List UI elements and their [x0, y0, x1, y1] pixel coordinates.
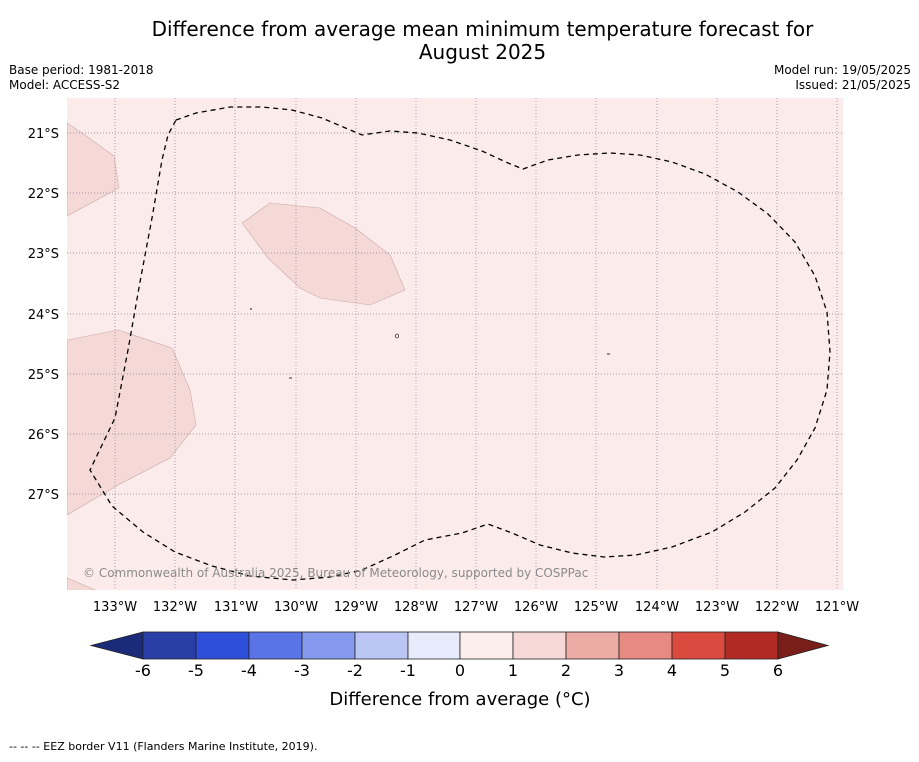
- lat-label: 27°S: [28, 488, 59, 503]
- colorbar-bin: [195, 631, 250, 660]
- lon-label: 125°W: [574, 600, 618, 615]
- lon-label: 130°W: [274, 600, 318, 615]
- meta-right: Model run: 19/05/2025 Issued: 21/05/2025: [774, 63, 911, 93]
- colorbar-bin: [724, 631, 779, 660]
- colorbar-extend-low: [89, 631, 144, 660]
- colorbar-tick-label: 5: [720, 661, 730, 680]
- lat-label: 24°S: [28, 308, 59, 323]
- model-name: Model: ACCESS-S2: [9, 78, 121, 92]
- colorbar-tick-label: -3: [294, 661, 310, 680]
- base-period: Base period: 1981-2018: [9, 63, 154, 77]
- colorbar: [89, 631, 830, 660]
- colorbar-bin: [671, 631, 726, 660]
- lon-label: 131°W: [214, 600, 258, 615]
- colorbar-tick-label: 3: [614, 661, 624, 680]
- lon-label: 128°W: [394, 600, 438, 615]
- colorbar-bin: [142, 631, 197, 660]
- anomaly-patch: [67, 577, 97, 590]
- lon-label: 123°W: [695, 600, 739, 615]
- colorbar-bin: [354, 631, 409, 660]
- colorbar-bin: [565, 631, 620, 660]
- lat-label: 21°S: [28, 127, 59, 142]
- lon-label: 126°W: [514, 600, 558, 615]
- lon-label: 132°W: [153, 600, 197, 615]
- map-title: Difference from average mean minimum tem…: [60, 18, 905, 64]
- colorbar-tick-label: 4: [667, 661, 677, 680]
- lon-label: 133°W: [93, 600, 137, 615]
- colorbar-tick-label: -1: [400, 661, 416, 680]
- colorbar-tick-label: 6: [773, 661, 783, 680]
- lat-label: 26°S: [28, 428, 59, 443]
- anomaly-patch: [241, 202, 406, 306]
- meta-left: Base period: 1981-2018 Model: ACCESS-S2: [9, 63, 154, 93]
- lat-label: 22°S: [28, 187, 59, 202]
- colorbar-bin: [512, 631, 567, 660]
- colorbar-bin: [407, 631, 461, 660]
- lon-label: 129°W: [334, 600, 378, 615]
- eez-footnote: -- -- -- EEZ border V11 (Flanders Marine…: [9, 740, 318, 753]
- colorbar-tick-label: 2: [561, 661, 571, 680]
- title-line-2: August 2025: [418, 40, 547, 64]
- lat-label: 25°S: [28, 368, 59, 383]
- island-marker: [394, 333, 399, 339]
- colorbar-tick-label: 0: [455, 661, 465, 680]
- issued-date: Issued: 21/05/2025: [795, 78, 911, 92]
- colorbar-tick-label: -5: [188, 661, 204, 680]
- colorbar-extend-high: [777, 631, 830, 660]
- colorbar-tick-label: -6: [135, 661, 151, 680]
- colorbar-tick-label: -4: [241, 661, 257, 680]
- colorbar-tick-label: 1: [508, 661, 518, 680]
- lon-label: 121°W: [815, 600, 859, 615]
- map-area: [67, 98, 843, 590]
- colorbar-tick-label: -2: [347, 661, 363, 680]
- model-run: Model run: 19/05/2025: [773, 63, 911, 77]
- colorbar-bin: [248, 631, 303, 660]
- island-marker: [250, 308, 252, 310]
- colorbar-label: Difference from average (°C): [329, 689, 590, 710]
- lon-label: 127°W: [454, 600, 498, 615]
- colorbar-bin: [618, 631, 673, 660]
- copyright-text: © Commonwealth of Australia 2025, Bureau…: [83, 566, 588, 580]
- anomaly-patch: [67, 329, 197, 516]
- eez-border: [89, 106, 831, 581]
- title-line-1: Difference from average mean minimum tem…: [151, 17, 814, 41]
- lat-label: 23°S: [28, 247, 59, 262]
- lon-label: 124°W: [635, 600, 679, 615]
- colorbar-bin: [301, 631, 356, 660]
- colorbar-bin: [459, 631, 514, 660]
- lon-label: 122°W: [755, 600, 799, 615]
